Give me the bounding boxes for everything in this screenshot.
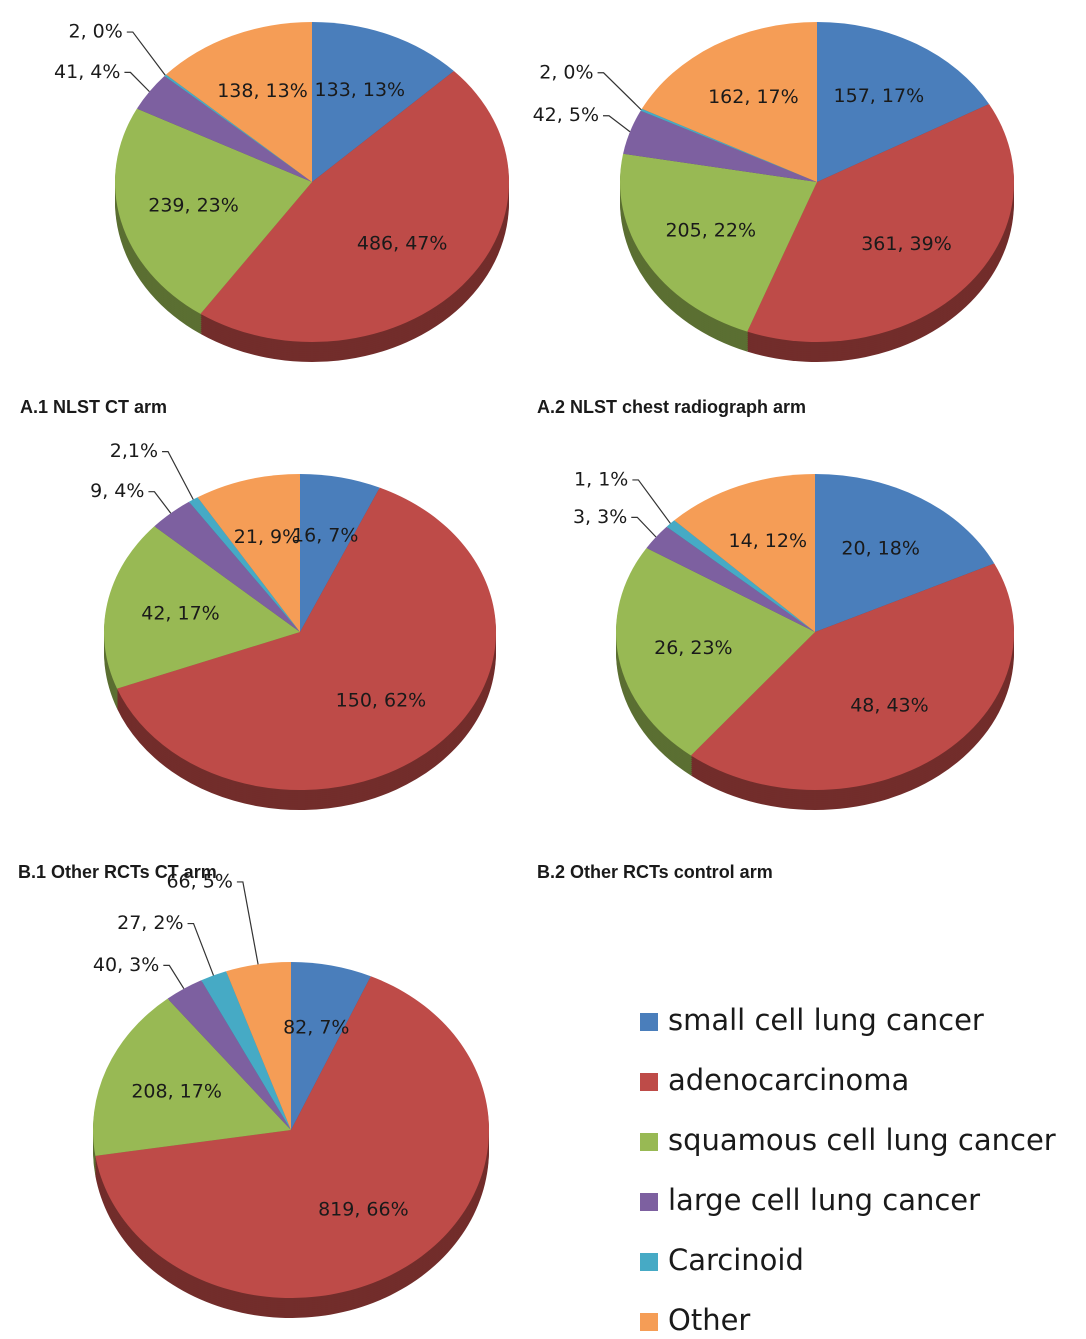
value-label: 2, 0% xyxy=(539,61,593,83)
pie-slice xyxy=(300,474,380,632)
pie-slice xyxy=(623,110,817,182)
chart-title: A.2 NLST chest radiograph arm xyxy=(537,397,806,417)
leader-line xyxy=(632,479,671,524)
pie-slice xyxy=(690,563,1014,790)
value-label: 21, 9% xyxy=(234,526,300,548)
value-label: 42, 5% xyxy=(533,104,599,126)
legend-swatch xyxy=(640,1313,658,1331)
value-label: 138, 13% xyxy=(217,80,308,102)
value-label: 42, 17% xyxy=(141,603,220,625)
value-label: 1, 1% xyxy=(574,468,628,490)
value-label: 82, 7% xyxy=(283,1017,349,1039)
value-label: 162, 17% xyxy=(708,86,799,108)
legend-swatch xyxy=(640,1013,658,1031)
pie-slice xyxy=(166,22,312,182)
pie-slice xyxy=(188,497,300,632)
legend-label: large cell lung cancer xyxy=(668,1183,980,1217)
value-label: 9, 4% xyxy=(90,480,144,502)
legend-label: Carcinoid xyxy=(668,1243,804,1277)
pie-slice xyxy=(136,75,312,182)
value-label: 48, 43% xyxy=(850,695,929,717)
value-label: 16, 7% xyxy=(292,525,358,547)
value-label: 361, 39% xyxy=(861,233,952,255)
legend-swatch xyxy=(640,1133,658,1151)
value-label: 150, 62% xyxy=(336,689,427,711)
value-label: 208, 17% xyxy=(131,1081,222,1103)
leader-line xyxy=(126,31,166,76)
legend-label: adenocarcinoma xyxy=(668,1063,909,1097)
leader-line xyxy=(124,71,150,93)
value-label: 2,1% xyxy=(110,440,158,462)
pie-slice xyxy=(154,501,300,632)
pie-slice xyxy=(747,104,1015,343)
pie-slice xyxy=(666,520,815,632)
pie-slice xyxy=(197,474,300,632)
pie-slice xyxy=(615,547,815,756)
legend-label: small cell lung cancer xyxy=(668,1003,984,1037)
leader-line xyxy=(597,72,642,111)
value-label: 3, 3% xyxy=(573,506,627,528)
pie-slice xyxy=(640,108,817,182)
leader-line xyxy=(162,451,194,500)
pie-slice xyxy=(226,962,291,1130)
leader-line xyxy=(631,516,657,538)
value-label: 40, 3% xyxy=(93,954,159,976)
value-label: 819, 66% xyxy=(318,1198,409,1220)
legend-label: Other xyxy=(668,1303,750,1337)
value-label: 486, 47% xyxy=(357,233,448,255)
value-label: 239, 23% xyxy=(148,195,239,217)
pie-slice xyxy=(312,22,454,182)
value-label: 157, 17% xyxy=(834,85,925,107)
value-label: 20, 18% xyxy=(841,538,920,560)
pie-slice xyxy=(641,21,817,182)
pie-slice xyxy=(200,71,509,342)
legend-swatch xyxy=(640,1193,658,1211)
value-label: 26, 23% xyxy=(654,637,733,659)
leader-line xyxy=(603,115,631,133)
value-label: 27, 2% xyxy=(117,912,183,934)
pie-slice xyxy=(95,976,489,1298)
chart-title: B.2 Other RCTs control arm xyxy=(537,862,773,882)
leader-line xyxy=(187,922,215,976)
leader-line xyxy=(163,964,185,990)
pie-slice xyxy=(92,998,292,1156)
pie-slice xyxy=(115,108,313,314)
pie-slice xyxy=(646,526,815,632)
leader-line xyxy=(148,491,172,514)
legend-swatch xyxy=(640,1253,658,1271)
pie-slice xyxy=(104,526,300,689)
chart-title: B.1 Other RCTs CT arm xyxy=(18,862,217,882)
value-label: 133, 13% xyxy=(315,79,406,101)
value-label: 2, 0% xyxy=(68,21,122,43)
pie-slice xyxy=(201,971,291,1130)
pie-slice xyxy=(117,487,496,790)
value-label: 41, 4% xyxy=(54,61,120,83)
pie-slice xyxy=(164,74,312,182)
value-label: 205, 22% xyxy=(665,219,756,241)
pie-slice xyxy=(815,474,995,632)
pie-slice xyxy=(674,474,815,632)
value-label: 66, 5% xyxy=(166,870,232,892)
leader-line xyxy=(236,881,259,965)
pie-slice xyxy=(620,153,817,332)
legend-label: squamous cell lung cancer xyxy=(668,1123,1056,1157)
pie-slice xyxy=(167,980,291,1130)
legend-swatch xyxy=(640,1073,658,1091)
value-label: 14, 12% xyxy=(729,530,808,552)
pie-slice xyxy=(291,962,371,1130)
pie-slice xyxy=(817,22,990,182)
chart-title: A.1 NLST CT arm xyxy=(20,397,167,417)
